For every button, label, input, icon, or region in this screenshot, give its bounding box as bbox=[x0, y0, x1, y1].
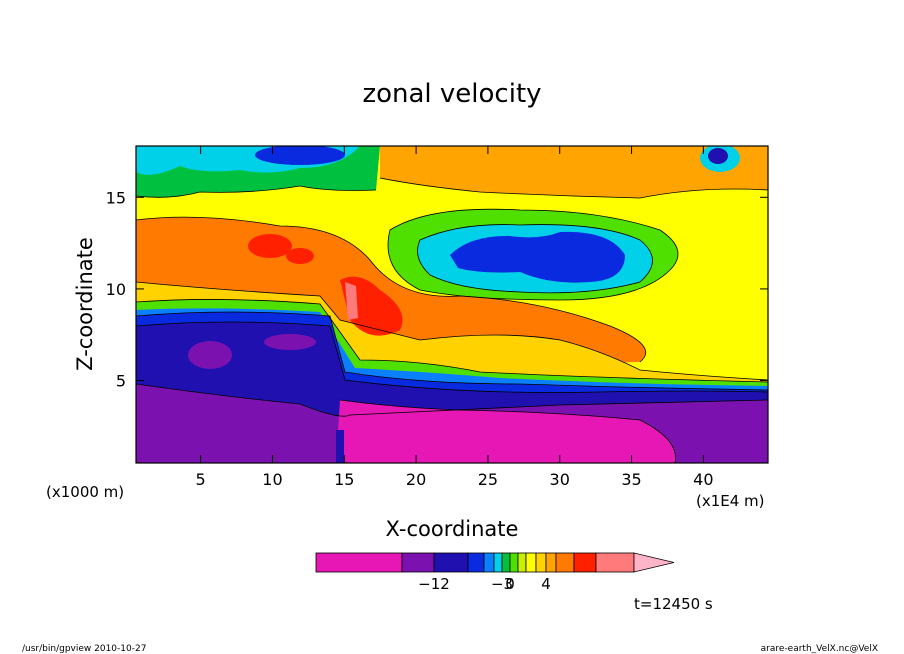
y-axis-label: Z-coordinate bbox=[73, 237, 97, 371]
x-axis-label: X-coordinate bbox=[386, 517, 519, 541]
band-orange-upper-right bbox=[380, 146, 768, 198]
colorbar-segment-10 bbox=[535, 552, 547, 573]
y-tick-label-0: 5 bbox=[116, 372, 126, 391]
x-tick-label-2: 15 bbox=[334, 470, 354, 489]
colorbar-segment-1 bbox=[401, 552, 435, 573]
colorbar-segment-4 bbox=[483, 552, 495, 573]
blob-pink-center bbox=[345, 282, 358, 320]
band-navy-column bbox=[336, 430, 344, 463]
colorbar-segment-13 bbox=[573, 552, 597, 573]
time-annotation: t=12450 s bbox=[634, 595, 713, 613]
colorbar-segment-0 bbox=[315, 552, 403, 573]
colorbar-segment-7 bbox=[509, 552, 519, 573]
x-axis-ticks: 5 10 15 20 25 30 35 40 bbox=[196, 146, 714, 489]
colorbar bbox=[315, 552, 675, 573]
blob-blue-top-right bbox=[708, 148, 728, 164]
contour-field bbox=[136, 146, 768, 463]
band-magenta-bottom bbox=[336, 400, 676, 463]
colorbar-segment-9 bbox=[525, 552, 537, 573]
colorbar-label-2: 0 bbox=[505, 575, 515, 593]
x-tick-label-6: 35 bbox=[621, 470, 641, 489]
y-tick-label-1: 10 bbox=[106, 280, 126, 299]
colorbar-arrow bbox=[633, 552, 675, 573]
colorbar-segment-2 bbox=[433, 552, 469, 573]
blob-blue-top bbox=[255, 146, 345, 165]
contour-lines bbox=[136, 177, 768, 463]
colorbar-segment-11 bbox=[545, 552, 557, 573]
colorbar-segment-8 bbox=[517, 552, 527, 573]
colorbar-segment-14 bbox=[595, 552, 635, 573]
colorbar-segment-12 bbox=[555, 552, 575, 573]
x-tick-label-5: 30 bbox=[550, 470, 570, 489]
chart-title: zonal velocity bbox=[362, 79, 541, 109]
x-tick-label-1: 10 bbox=[262, 470, 282, 489]
colorbar-label-3: 4 bbox=[541, 575, 551, 593]
y-tick-label-2: 15 bbox=[106, 188, 126, 207]
footer-right: arare-earth_VelX.nc@VelX bbox=[761, 644, 878, 654]
colorbar-segment-5 bbox=[493, 552, 503, 573]
x-tick-label-7: 40 bbox=[693, 470, 713, 489]
x-tick-label-0: 5 bbox=[196, 470, 206, 489]
colorbar-segment-6 bbox=[501, 552, 511, 573]
x-unit-right: (x1E4 m) bbox=[696, 492, 765, 510]
y-axis-ticks: 5 10 15 bbox=[106, 188, 768, 391]
plot-frame bbox=[135, 145, 769, 464]
band-blue-mid-right bbox=[450, 231, 625, 283]
blob-red-mid-left bbox=[286, 248, 314, 264]
blob-purple-mid bbox=[264, 334, 316, 350]
blob-purple-left bbox=[188, 341, 232, 369]
x-unit-left: (x1000 m) bbox=[46, 483, 124, 501]
footer-left: /usr/bin/gpview 2010-10-27 bbox=[22, 644, 146, 654]
colorbar-label-0: −12 bbox=[418, 575, 450, 593]
blob-red-left bbox=[248, 234, 292, 258]
colorbar-labels: −12 −30 4 bbox=[418, 575, 551, 593]
x-tick-label-3: 20 bbox=[406, 470, 426, 489]
colorbar-label-1: −3 bbox=[491, 575, 513, 593]
x-tick-label-4: 25 bbox=[478, 470, 498, 489]
colorbar-segment-3 bbox=[467, 552, 485, 573]
